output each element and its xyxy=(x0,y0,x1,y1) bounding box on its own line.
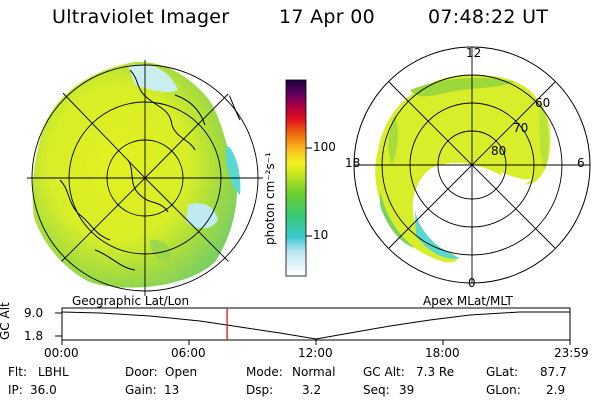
info-seq-value: 39 xyxy=(399,383,415,397)
timeline-xtick-0000: 00:00 xyxy=(44,346,79,360)
info-gain-value: 13 xyxy=(164,383,180,397)
info-ip-label: IP: xyxy=(8,383,23,397)
info-gain-label: Gain: xyxy=(125,383,157,397)
aurora-oval-right xyxy=(375,74,551,263)
info-mode-label: Mode: xyxy=(246,365,283,379)
aurora-oval-left xyxy=(32,61,237,288)
info-door-label: Door: xyxy=(125,365,158,379)
info-mode-value: Normal xyxy=(292,365,336,379)
mlt-label-18: 18 xyxy=(345,156,361,170)
timeline-ytick-1-8: 1.8 xyxy=(24,329,44,343)
info-glat-value: 87.7 xyxy=(540,365,567,379)
timeline-xtick-1200: 12:00 xyxy=(298,346,333,360)
colorbar xyxy=(285,79,307,277)
geographic-caption: Geographic Lat/Lon xyxy=(72,294,190,308)
date-label: 17 Apr 00 xyxy=(279,6,376,28)
info-glat-label: GLat: xyxy=(486,365,519,379)
timeline-xtick-2359: 23:59 xyxy=(554,346,589,360)
timeline-xtick-1800: 18:00 xyxy=(425,346,460,360)
mlat-label-70: 70 xyxy=(513,121,529,135)
timeline-axis-label: GC Alt xyxy=(0,302,12,340)
info-seq-label: Seq: xyxy=(363,383,390,397)
info-dsp-value: 3.2 xyxy=(302,383,322,397)
info-dsp-label: Dsp: xyxy=(246,383,274,397)
colorbar-unit-label: photon cm⁻²s⁻¹ xyxy=(263,152,277,245)
info-glon-value: 2.9 xyxy=(546,383,566,397)
mlat-label-60: 60 xyxy=(535,96,551,110)
mlt-label-0: 0 xyxy=(468,276,476,290)
info-flt-value: LBHL xyxy=(38,365,69,379)
apex-caption: Apex MLat/MLT xyxy=(423,294,513,308)
info-glon-label: GLon: xyxy=(486,383,521,397)
geographic-panel xyxy=(27,60,263,296)
colorbar-tick-10: 10 xyxy=(313,228,329,242)
mlt-label-12: 12 xyxy=(466,46,482,60)
info-flt-label: Flt: xyxy=(8,365,27,379)
info-gcalt-label: GC Alt: xyxy=(363,365,405,379)
timeline-plot xyxy=(55,307,571,345)
time-label: 07:48:22 UT xyxy=(428,6,549,28)
colorbar-tick-100: 100 xyxy=(313,140,336,154)
timeline-ytick-9: 9.0 xyxy=(24,306,44,320)
timeline-xtick-0600: 06:00 xyxy=(171,346,206,360)
info-ip-value: 36.0 xyxy=(30,383,57,397)
info-gcalt-value: 7.3 Re xyxy=(416,365,455,379)
mlat-label-80: 80 xyxy=(491,144,507,158)
mlt-label-6: 6 xyxy=(577,156,585,170)
magnetic-panel xyxy=(353,46,591,284)
app-title: Ultraviolet Imager xyxy=(52,6,230,28)
info-door-value: Open xyxy=(165,365,198,379)
